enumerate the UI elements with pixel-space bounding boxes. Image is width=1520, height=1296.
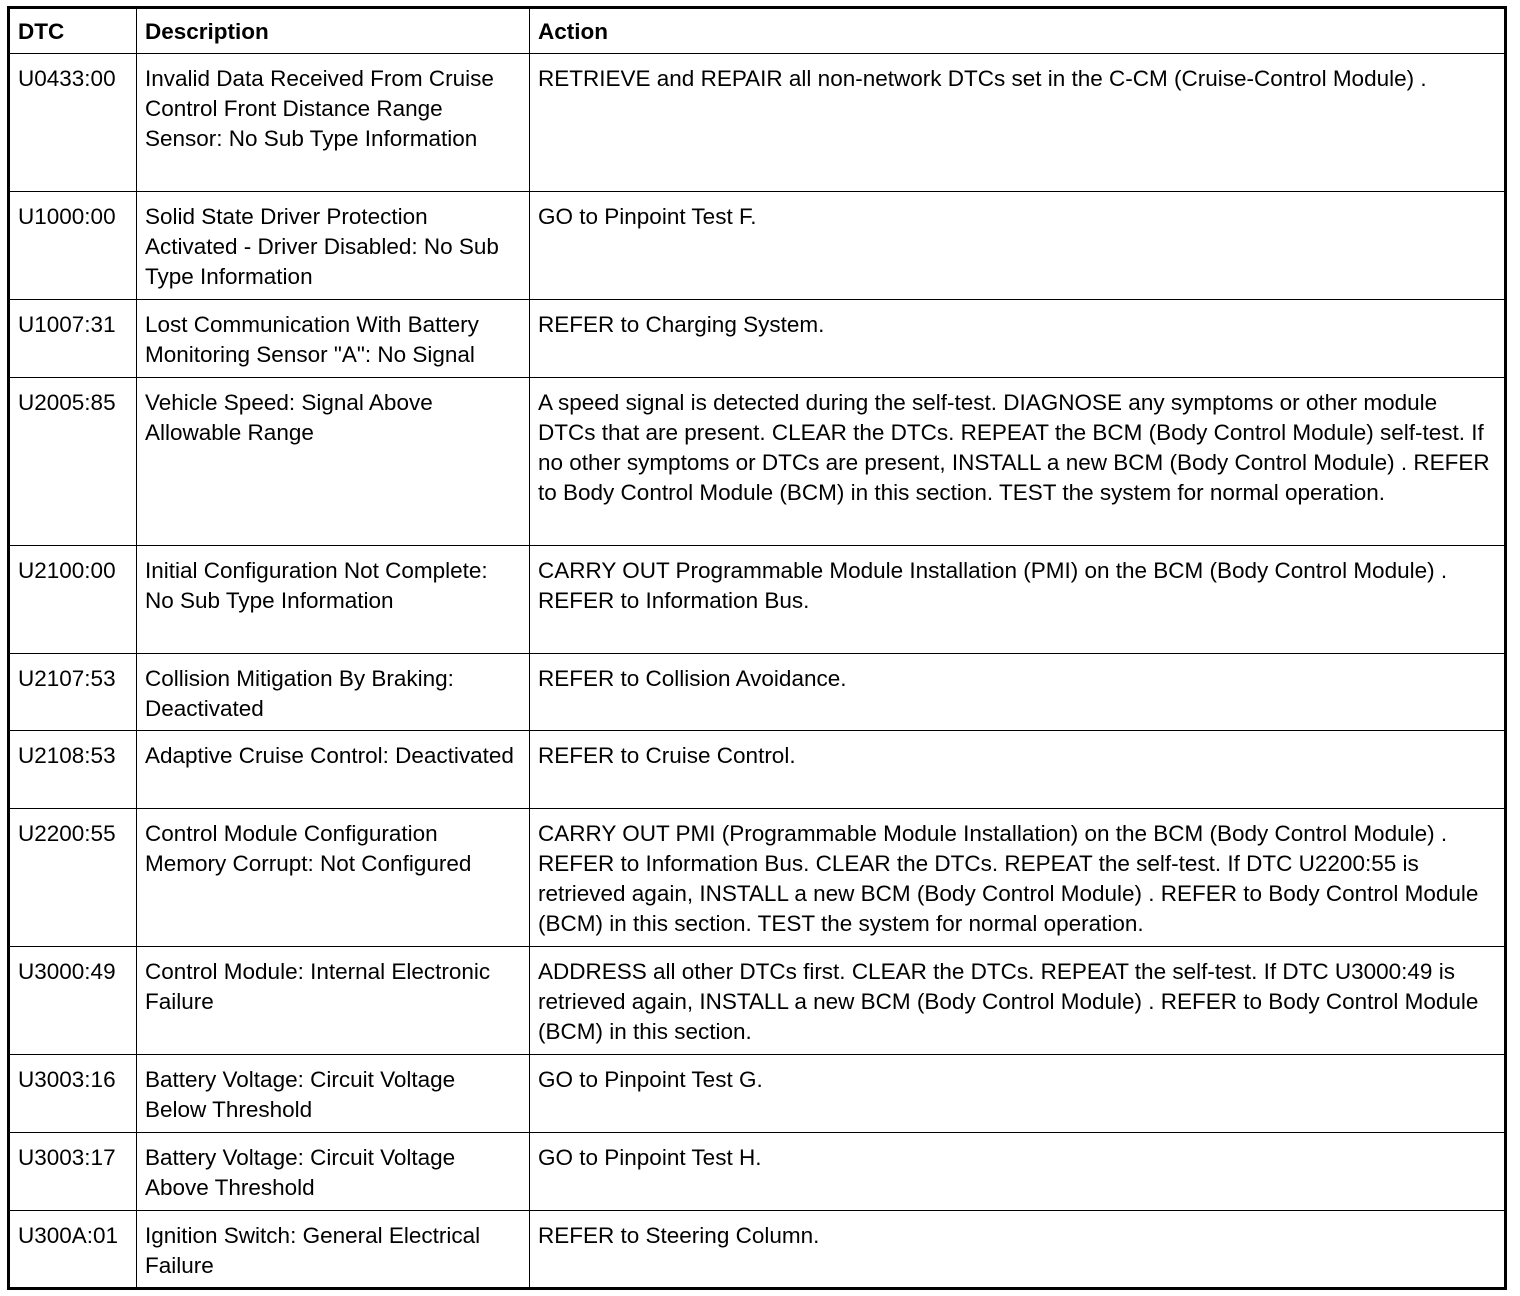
cell-description: Initial Configuration Not Complete: No S… [136,545,530,654]
table-row: U0433:00 Invalid Data Received From Cruis… [8,53,1506,192]
cell-description: Ignition Switch: General Electrical Fail… [136,1210,530,1289]
cell-dtc: U2200:55 [8,808,137,947]
cell-action: GO to Pinpoint Test F. [529,191,1506,300]
cell-dtc: U3000:49 [8,946,137,1055]
header-row: DTC Description Action [8,7,1506,54]
table-row: U3000:49 Control Module: Internal Electro… [8,946,1506,1055]
cell-dtc: U3003:16 [8,1054,137,1133]
cell-action: REFER to Steering Column. [529,1210,1506,1289]
table-row: U1000:00 Solid State Driver Protection Ac… [8,191,1506,300]
header-dtc: DTC [8,7,137,54]
cell-description: Lost Communication With Battery Monitori… [136,299,530,378]
table-row: U2005:85 Vehicle Speed: Signal Above Allo… [8,377,1506,546]
cell-dtc: U2005:85 [8,377,137,546]
cell-description: Control Module: Internal Electronic Fail… [136,946,530,1055]
cell-action: REFER to Collision Avoidance. [529,653,1506,731]
cell-action: CARRY OUT Programmable Module Installati… [529,545,1506,654]
cell-description: Vehicle Speed: Signal Above Allowable Ra… [136,377,530,546]
cell-dtc: U2100:00 [8,545,137,654]
cell-dtc: U1007:31 [8,299,137,378]
table-row: U3003:16 Battery Voltage: Circuit Voltage… [8,1054,1506,1133]
cell-description: Collision Mitigation By Braking: Deactiv… [136,653,530,731]
table-row: U2108:53 Adaptive Cruise Control: Deactiv… [8,730,1506,809]
cell-dtc: U2107:53 [8,653,137,731]
header-description: Description [136,7,530,54]
cell-dtc: U1000:00 [8,191,137,300]
cell-action: GO to Pinpoint Test H. [529,1132,1506,1211]
cell-action: GO to Pinpoint Test G. [529,1054,1506,1133]
table-row: U3003:17 Battery Voltage: Circuit Voltage… [8,1132,1506,1211]
cell-action: ADDRESS all other DTCs first. CLEAR the … [529,946,1506,1055]
cell-action: RETRIEVE and REPAIR all non-network DTCs… [529,53,1506,192]
cell-action: A speed signal is detected during the se… [529,377,1506,546]
cell-dtc: U0433:00 [8,53,137,192]
cell-dtc: U3003:17 [8,1132,137,1211]
dtc-table: DTC Description Action U0433:00 Invalid D… [7,6,1507,1290]
cell-action: REFER to Cruise Control. [529,730,1506,809]
header-action: Action [529,7,1506,54]
cell-action: CARRY OUT PMI (Programmable Module Insta… [529,808,1506,947]
table-row: U1007:31 Lost Communication With Battery … [8,299,1506,378]
cell-dtc: U300A:01 [8,1210,137,1289]
cell-description: Adaptive Cruise Control: Deactivated [136,730,530,809]
table-row: U300A:01 Ignition Switch: General Electri… [8,1210,1506,1289]
cell-action: REFER to Charging System. [529,299,1506,378]
table-row: U2107:53 Collision Mitigation By Braking:… [8,653,1506,731]
cell-description: Battery Voltage: Circuit Voltage Above T… [136,1132,530,1211]
cell-description: Control Module Configuration Memory Corr… [136,808,530,947]
table-row: U2200:55 Control Module Configuration Mem… [8,808,1506,947]
cell-description: Battery Voltage: Circuit Voltage Below T… [136,1054,530,1133]
table-row: U2100:00 Initial Configuration Not Comple… [8,545,1506,654]
cell-description: Solid State Driver Protection Activated … [136,191,530,300]
cell-description: Invalid Data Received From Cruise Contro… [136,53,530,192]
cell-dtc: U2108:53 [8,730,137,809]
